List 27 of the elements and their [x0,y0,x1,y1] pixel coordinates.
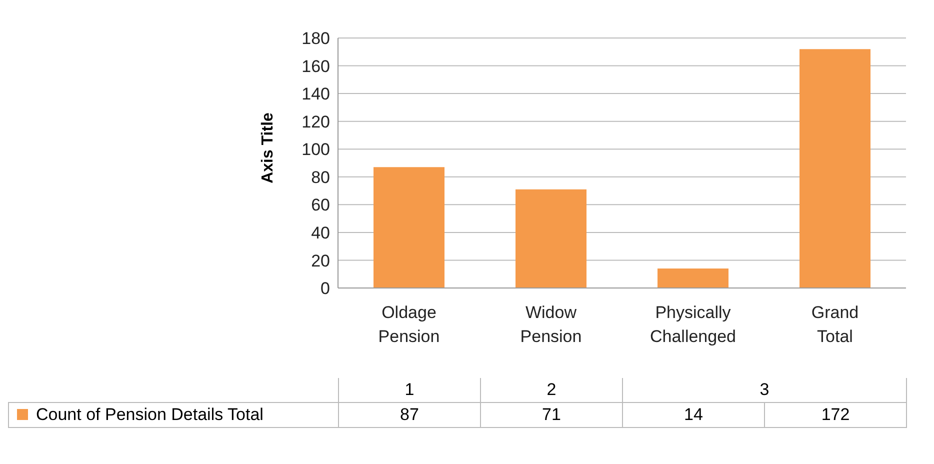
y-tick-label: 100 [302,140,330,160]
x-tick-label: Widow Pension [520,303,582,346]
data-label: 172 [764,402,906,428]
y-tick-label: 60 [311,196,330,215]
x-tick-label: Physically Challenged [650,303,736,346]
y-axis-title: Axis Title [259,112,277,184]
bar [800,49,870,288]
legend-label: Count of Pension Details Total [8,402,338,428]
text: 3 [622,378,906,402]
y-tick-label: 40 [311,223,330,242]
y-tick-label: 0 [320,279,330,298]
y-tick-label: 180 [302,29,330,48]
y-tick-label: 160 [302,56,330,76]
bar [658,268,728,288]
data-label: 14 [622,402,764,428]
bar [374,167,444,288]
bar [516,189,586,288]
y-tick-label: 80 [311,168,330,187]
y-tick-label: 20 [311,251,330,270]
text: 2 [480,378,622,402]
x-tick-label: Grand Total [811,303,859,346]
data-label: 87 [338,402,480,428]
x-tick-label: Oldage Pension [378,303,440,346]
text: 1 [338,378,480,402]
data-label: 71 [480,402,622,428]
y-tick-label: 120 [302,112,330,132]
y-tick-label: 140 [302,84,330,104]
